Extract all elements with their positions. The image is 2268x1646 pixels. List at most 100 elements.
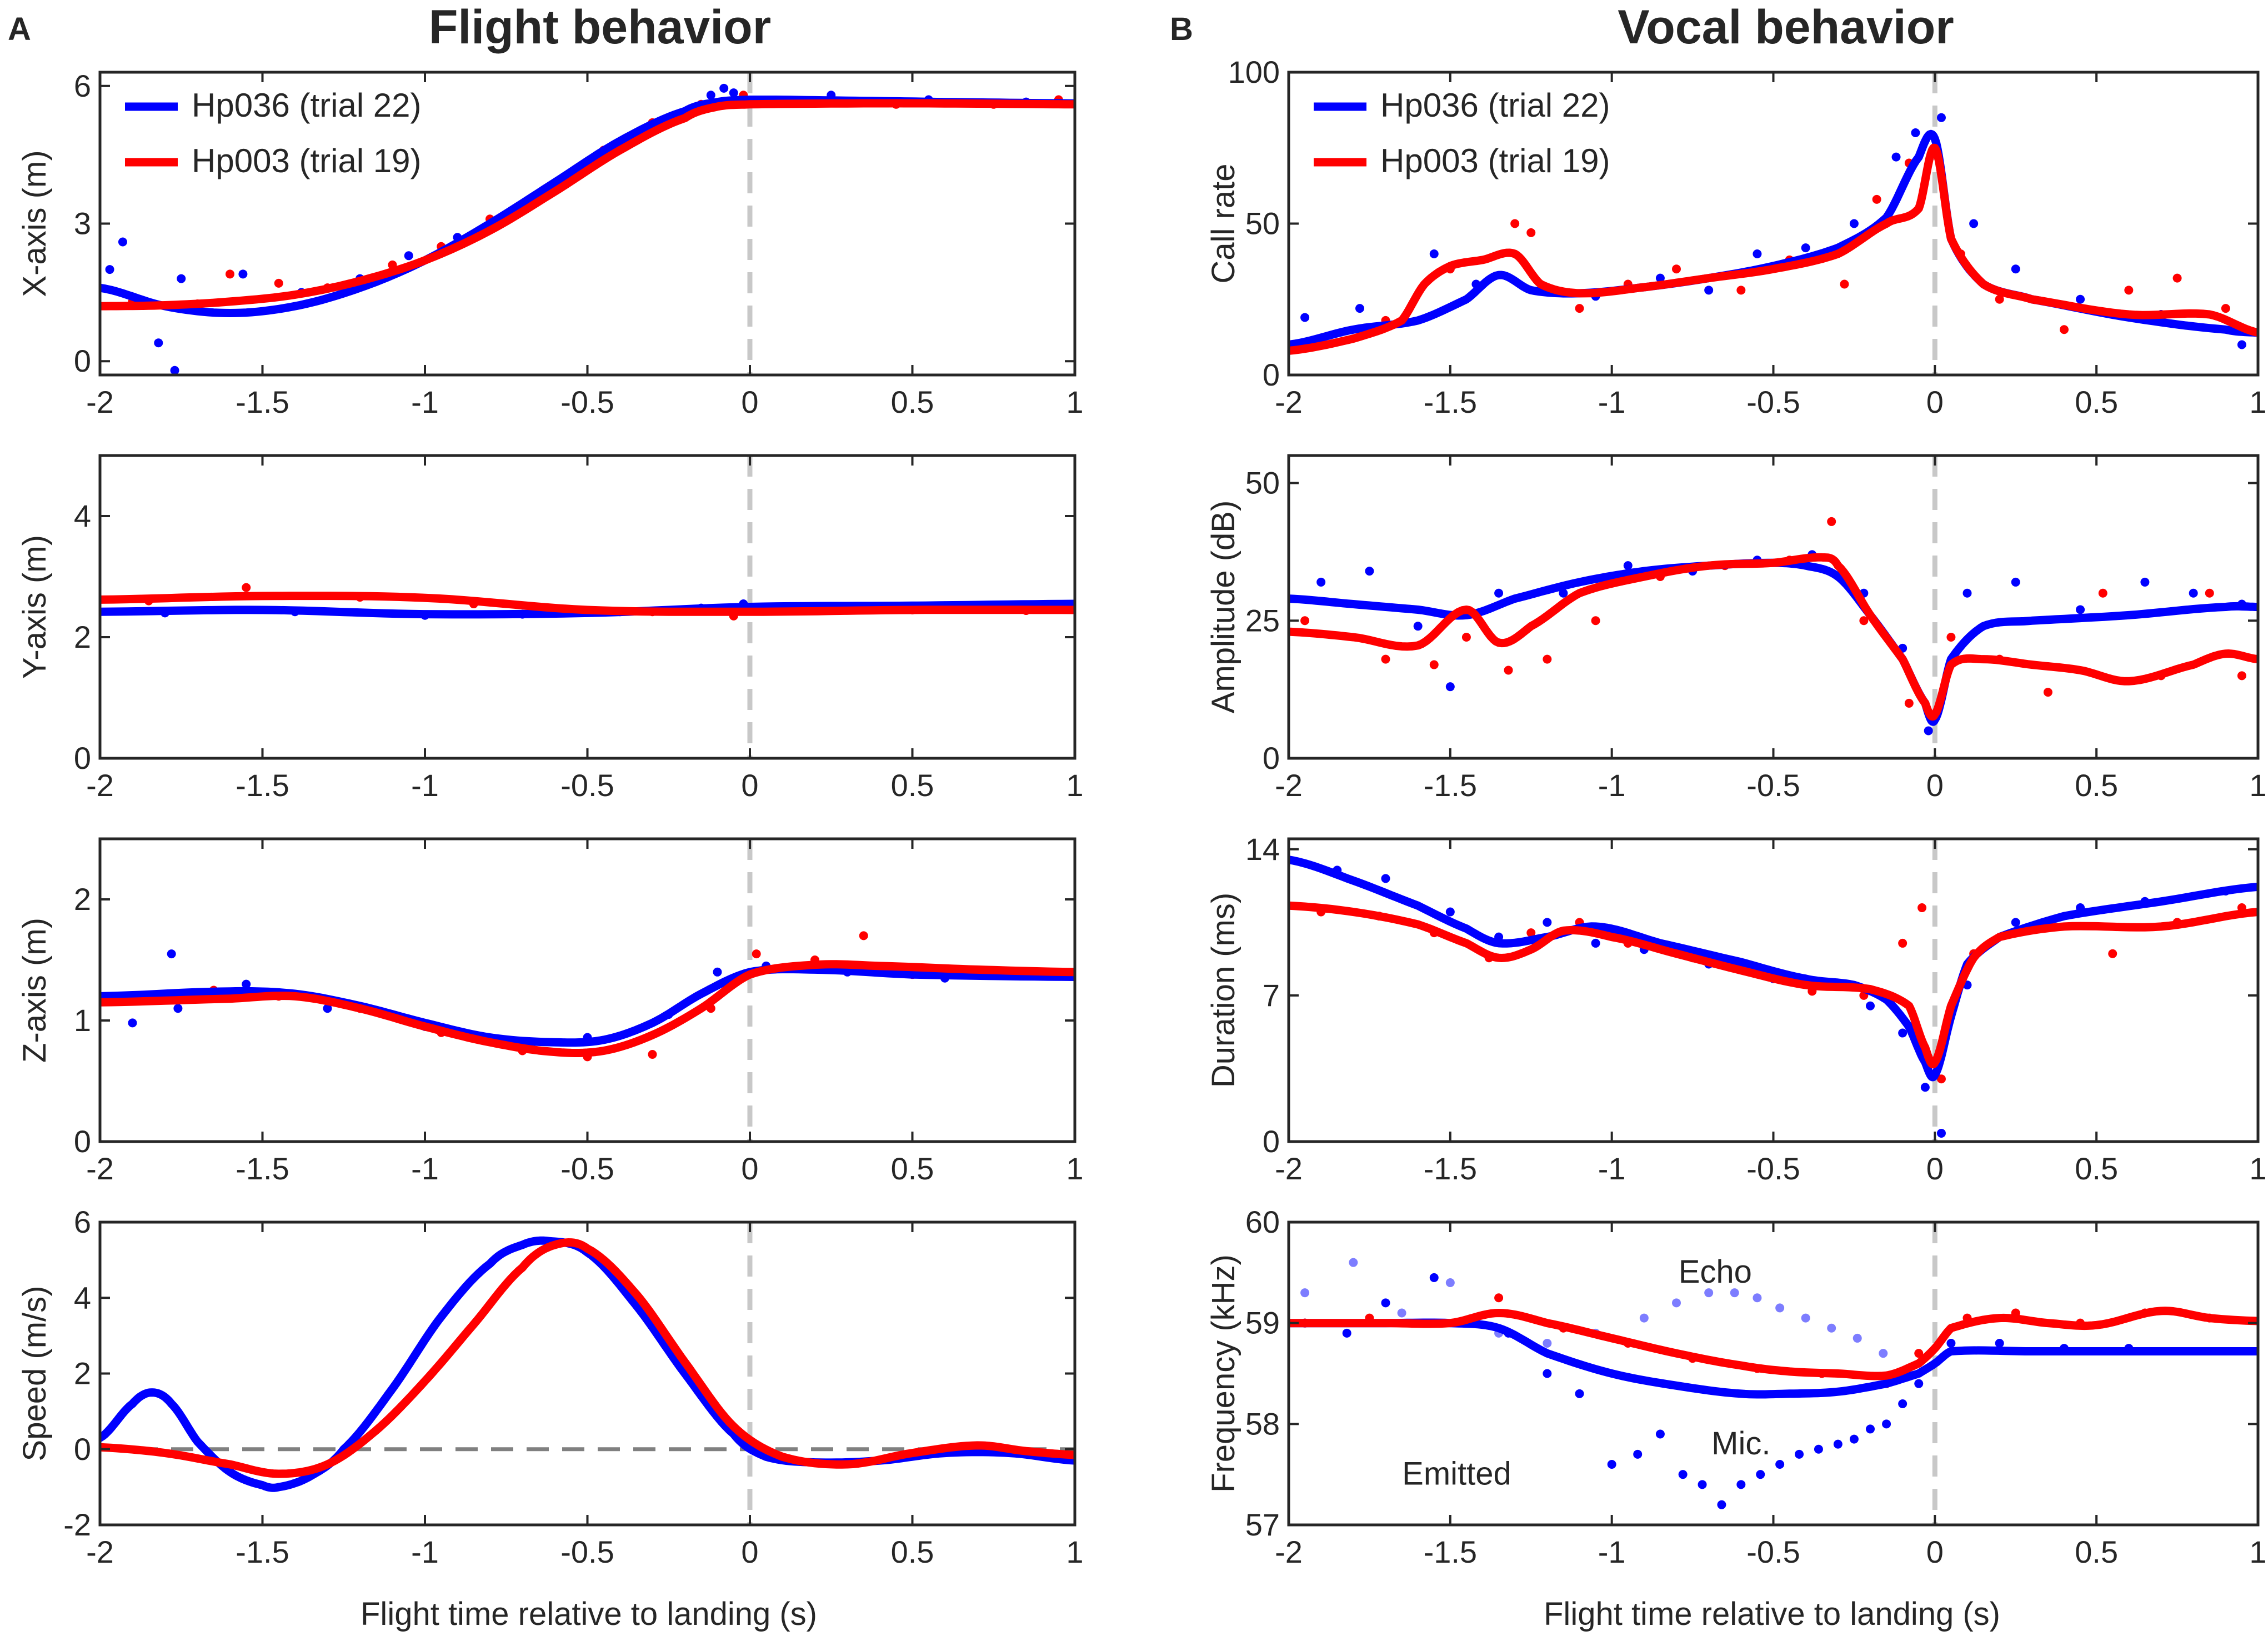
scatter-point <box>1891 152 1901 162</box>
series-line-blue <box>100 96 1075 317</box>
x-tick-label: -0.5 <box>1746 1534 1800 1569</box>
scatter-point <box>1672 264 1681 274</box>
x-tick-label: 1 <box>2249 384 2266 419</box>
x-tick-label: 0 <box>741 1151 758 1186</box>
scatter-point <box>1704 286 1714 295</box>
y-tick-label: 2 <box>74 619 91 654</box>
x-tick-label: 1 <box>1066 1534 1083 1569</box>
y-tick-label: 2 <box>74 882 91 917</box>
scatter-point <box>177 274 186 283</box>
y-tick-label: -2 <box>63 1507 91 1542</box>
legend-entry: Hp003 (trial 19) <box>192 142 422 179</box>
scatter-group <box>1316 550 2246 736</box>
x-tick-label: -2 <box>86 1151 114 1186</box>
scatter-point <box>1504 666 1513 675</box>
scatter-point <box>1543 1339 1552 1348</box>
scatter-point <box>105 265 114 274</box>
scatter-point <box>2060 325 2069 334</box>
x-tick-label: -0.5 <box>560 768 614 803</box>
x-tick-label: -0.5 <box>560 1534 614 1569</box>
series-line-red <box>100 99 1075 311</box>
y-tick-label: 1 <box>74 1003 91 1038</box>
scatter-point <box>1962 588 1972 598</box>
scatter-point <box>1753 249 1762 258</box>
y-tick-label: 25 <box>1245 603 1280 638</box>
series-line-red <box>1289 553 2258 721</box>
scatter-point <box>1736 1480 1746 1489</box>
scatter-point <box>1300 616 1310 626</box>
scatter-point <box>1397 1308 1406 1318</box>
plot-x-axis: -2 -1.5 -1 -0.5 0 0.5 1 0 3 6 X-axis (m) Hp036 (tri… <box>17 68 1084 419</box>
x-tick-label: 1 <box>2249 1534 2266 1569</box>
scatter-point <box>1840 279 1849 289</box>
scatter-point <box>2011 918 2020 927</box>
legend-entry: Hp036 (trial 22) <box>192 87 422 124</box>
x-tick-label: 1 <box>1066 384 1083 419</box>
scatter-point <box>1655 273 1665 283</box>
y-tick-label: 60 <box>1245 1204 1280 1239</box>
y-tick-label: 6 <box>74 68 91 103</box>
series-line-red <box>1289 143 2258 355</box>
scatter-point <box>729 88 738 98</box>
scatter-point <box>1510 219 1520 228</box>
scatter-point <box>1995 294 2004 304</box>
scatter-point <box>1801 243 1810 253</box>
scatter-point <box>706 91 715 100</box>
scatter-point <box>1575 1389 1584 1398</box>
x-tick-label: -1.5 <box>1424 384 1478 419</box>
series-line-blue <box>1289 558 2258 726</box>
x-tick-label: -0.5 <box>1746 768 1800 803</box>
y-tick-label: 7 <box>1263 978 1280 1013</box>
x-tick-label: -0.5 <box>560 1151 614 1186</box>
y-tick-label: 4 <box>74 1280 91 1315</box>
x-tick-label: -1 <box>411 1534 439 1569</box>
scatter-point <box>1879 1349 1888 1358</box>
scatter-point <box>1814 1444 1823 1454</box>
scatter-point <box>2237 340 2246 349</box>
scatter-point <box>1413 622 1423 631</box>
scatter-point <box>1300 1288 1310 1298</box>
x-tick-label: -1.5 <box>1424 1534 1478 1569</box>
x-tick-label: -1 <box>411 768 439 803</box>
panel-a-title: Flight behavior <box>429 1 771 54</box>
scatter-point <box>1342 1328 1351 1338</box>
scatter-point <box>1924 726 1933 736</box>
y-tick-label: 58 <box>1245 1406 1280 1441</box>
plot-speed: -2 -1.5 -1 -0.5 0 0.5 1 -2 0 2 4 6 Speed (m/s) <box>17 1204 1084 1569</box>
scatter-point <box>1833 1439 1843 1449</box>
scatter-point <box>1775 1460 1785 1469</box>
scatter-point <box>1704 1288 1714 1298</box>
scatter-point <box>1494 1293 1504 1303</box>
scatter-point <box>1995 1339 2004 1348</box>
y-tick-label: 2 <box>74 1356 91 1391</box>
scatter-point <box>2098 588 2107 598</box>
scatter-group <box>1316 158 2230 349</box>
scatter-point <box>1559 588 1568 598</box>
scatter-point <box>2124 286 2134 295</box>
scatter-point <box>752 949 761 959</box>
scatter-point <box>1936 1128 1946 1138</box>
scatter-point <box>1756 1470 1765 1479</box>
scatter-point <box>1898 938 1907 948</box>
scatter-point <box>1946 633 1956 642</box>
x-tick-label: -1.5 <box>236 1534 289 1569</box>
scatter-point <box>1849 1434 1859 1444</box>
scatter-point <box>154 338 163 348</box>
series-line-blue <box>1289 855 2258 1082</box>
scatter-point <box>1591 616 1600 626</box>
scatter-point <box>2076 294 2085 304</box>
y-axis-label: Z-axis (m) <box>17 918 53 1063</box>
scatter-point <box>2011 264 2020 274</box>
x-tick-label: 0 <box>741 768 758 803</box>
scatter-point <box>1633 1449 1643 1459</box>
x-tick-label: -1 <box>1598 1151 1626 1186</box>
scatter-point <box>1672 1298 1681 1308</box>
scatter-point <box>1655 1429 1665 1439</box>
x-tick-label: 1 <box>1066 768 1083 803</box>
scatter-group <box>1333 865 2230 1138</box>
y-tick-label: 50 <box>1245 466 1280 501</box>
scatter-point <box>1445 907 1455 917</box>
panel-b-title: Vocal behavior <box>1618 1 1954 54</box>
x-tick-label: 0 <box>1926 384 1944 419</box>
